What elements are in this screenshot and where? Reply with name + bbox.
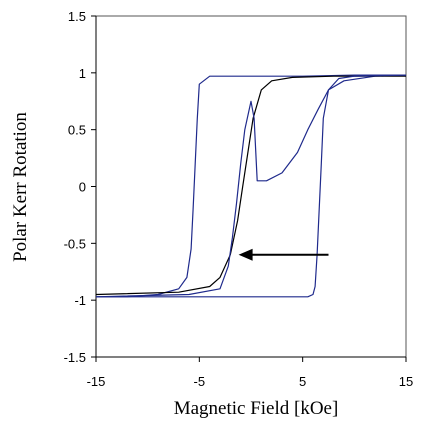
x-tick-label: -15	[87, 374, 106, 389]
plot-area	[95, 15, 407, 358]
y-tick-label: 1	[79, 66, 86, 81]
tick-layer: 1.5 1 0.5 0 -0.5 -1 -1.5-15 -5 5 15	[64, 9, 414, 389]
y-axis-title: Polar Kerr Rotation	[10, 112, 31, 262]
x-tick-label: 5	[299, 374, 306, 389]
y-tick-label: -0.5	[64, 236, 86, 251]
arrow-head	[238, 248, 253, 261]
series-line-1	[96, 74, 406, 298]
series-line-4	[95, 74, 407, 298]
x-axis-title: Magnetic Field [kOe]	[174, 398, 339, 419]
series-line-2	[96, 74, 407, 298]
y-tick-label: 0.5	[68, 123, 86, 138]
annotation-layer	[238, 248, 329, 261]
plot-frame	[95, 15, 407, 358]
y-tick-label: 0	[79, 180, 86, 195]
y-tick-label: 1.5	[68, 9, 86, 24]
series-line-3	[95, 75, 406, 296]
y-tick-label: -1.5	[64, 350, 86, 365]
y-tick-label: -1	[74, 293, 86, 308]
x-tick-label: -5	[194, 374, 206, 389]
series-layer	[95, 74, 407, 298]
x-tick-label: 15	[399, 374, 413, 389]
